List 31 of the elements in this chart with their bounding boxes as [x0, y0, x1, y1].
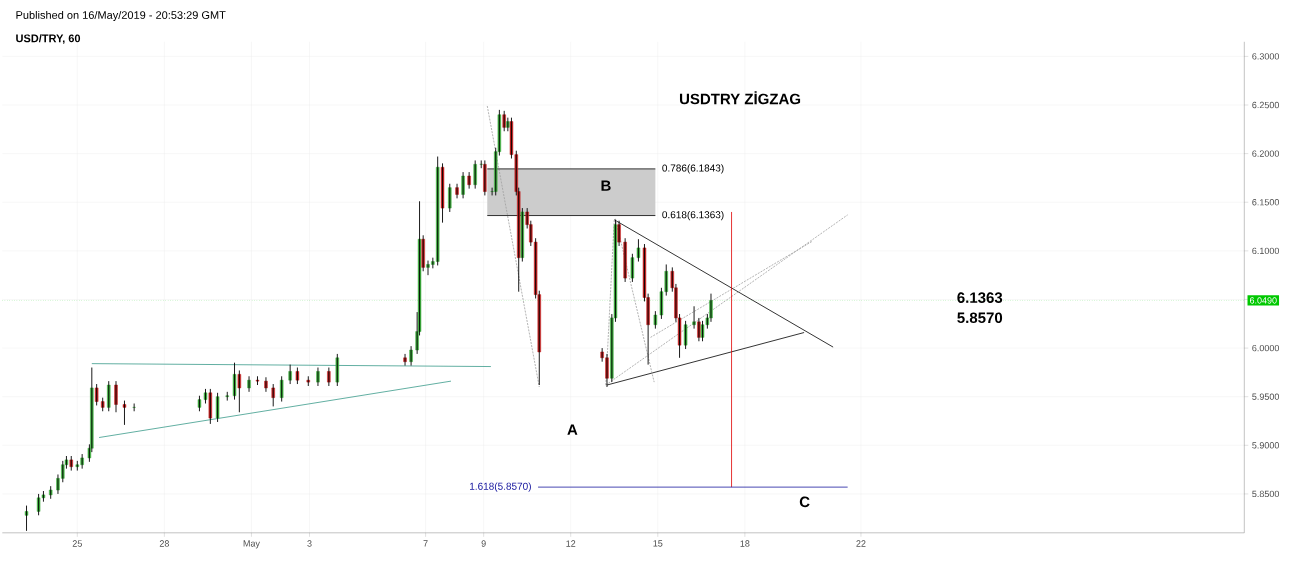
chart-subtitle: Published on 16/May/2019 - 20:53:29 GMT: [16, 10, 226, 22]
annotation: B: [601, 180, 611, 191]
y-tick-label: 6.1500: [1252, 199, 1280, 206]
annotation: USDTRY ZİGZAG: [679, 91, 801, 105]
annotation: 6.1363: [957, 292, 1003, 303]
y-tick-label: 5.9000: [1252, 442, 1280, 449]
annotation: A: [567, 424, 578, 435]
y-tick-label: 5.9500: [1252, 393, 1280, 400]
series-label: 1.618(5.8570): [470, 482, 531, 492]
y-tick-label: 6.2500: [1252, 101, 1280, 109]
annotation: C: [799, 496, 810, 508]
annotation: 5.8570: [957, 312, 1003, 324]
y-tick-label: 6.3000: [1252, 53, 1280, 60]
y-tick-label: 6.0000: [1252, 344, 1280, 352]
x-tick-label: 7: [423, 540, 428, 547]
x-tick-label: May: [243, 540, 260, 549]
x-tick-label: 28: [159, 540, 169, 547]
series-label: 0.786(6.1843): [662, 164, 724, 174]
x-tick-label: 22: [856, 540, 866, 547]
x-tick-label: 25: [72, 540, 82, 547]
ref-line-label: 6.0490: [1249, 297, 1277, 304]
y-tick-label: 5.8500: [1252, 490, 1280, 498]
x-tick-label: 18: [740, 540, 750, 547]
chart-title: USD/TRY, 60: [16, 34, 81, 44]
x-tick-label: 9: [481, 540, 486, 547]
x-tick-label: 12: [566, 540, 576, 547]
y-tick-label: 6.1000: [1252, 247, 1280, 255]
x-tick-label: 3: [307, 540, 312, 547]
series-label: 0.618(6.1363): [662, 210, 724, 221]
y-tick-label: 6.2000: [1252, 150, 1280, 157]
x-tick-label: 15: [653, 540, 663, 547]
